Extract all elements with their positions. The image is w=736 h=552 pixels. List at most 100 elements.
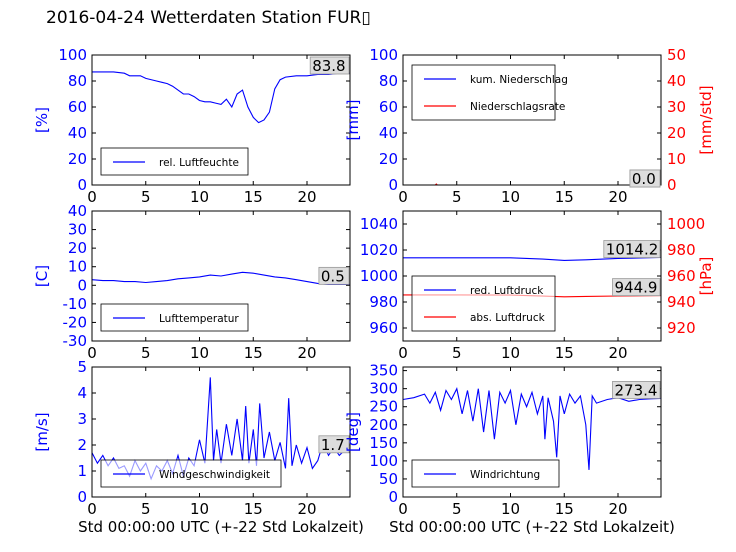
precipitation-ytick-label: 40 <box>379 124 398 142</box>
pressure-ytick-right-label: 1000 <box>667 215 705 233</box>
pressure-xtick-label: 15 <box>555 344 574 362</box>
temperature-ytick-label: -10 <box>63 295 88 313</box>
pressure-value-annotation-2-box <box>612 278 661 297</box>
pressure-ytick-label: 980 <box>369 293 398 311</box>
humidity-value-annotation-box <box>309 56 350 75</box>
precipitation-xtick-label: 0 <box>398 188 408 206</box>
precipitation-ytick-label: 80 <box>379 72 398 90</box>
pressure-value-annotation-1: 1014.2 <box>606 241 659 259</box>
humidity-xtick-label: 10 <box>190 188 209 206</box>
humidity-value-annotation: 83.8 <box>312 57 345 75</box>
precipitation-ytick-label: 0 <box>388 176 398 194</box>
pressure-xtick-label: 10 <box>501 344 520 362</box>
wind_speed-ylabel: [m/s] <box>33 412 51 451</box>
wind_speed-value-annotation-box <box>318 435 350 454</box>
pressure-ytick-right-label: 960 <box>667 267 696 285</box>
precipitation-ytick-right-label: 50 <box>667 46 686 64</box>
pressure-ytick-label: 1040 <box>360 215 398 233</box>
wind_direction-ytick-label: 150 <box>369 434 398 452</box>
precipitation-xtick-label: 10 <box>501 188 520 206</box>
temperature-ytick-label: 30 <box>68 221 87 239</box>
wind_speed-xtick-label: 20 <box>297 500 316 518</box>
wind_direction-xtick-label: 5 <box>452 500 462 518</box>
humidity-xtick-label: 5 <box>141 188 151 206</box>
wind_direction-series-1-line <box>402 387 662 470</box>
humidity-series-1-line <box>92 71 350 124</box>
humidity-ytick-label: 100 <box>58 46 87 64</box>
wind_direction-ytick-label: 0 <box>388 488 398 506</box>
wind_speed-ytick-label: 1 <box>77 462 87 480</box>
precipitation-ytick-right-label: 0 <box>667 176 677 194</box>
precipitation-value-annotation-2-box <box>629 169 661 188</box>
wind_direction-value-annotation-box <box>612 381 661 399</box>
wind_direction-xtick-label: 10 <box>501 500 520 518</box>
humidity-ytick-label: 20 <box>68 150 87 168</box>
temperature-legend-label-1: Lufttemperatur <box>159 313 239 325</box>
temperature-value-annotation: 0.5 <box>321 267 345 285</box>
precipitation-plot-frame <box>402 54 662 186</box>
pressure-value-annotation-1-box <box>603 240 661 258</box>
pressure-value-annotation-2: 944.9 <box>615 279 658 297</box>
wind_direction-ytick-label: 200 <box>369 416 398 434</box>
wind_speed-ytick-label: 0 <box>77 488 87 506</box>
wind_speed-plot-frame <box>91 366 351 498</box>
precipitation-legend-label-1: kum. Niederschlag <box>470 74 568 86</box>
precipitation-legend-label-2: Niederschlagsrate <box>470 101 565 113</box>
pressure-ytick-label: 960 <box>369 319 398 337</box>
wind_direction-xtick-label: 0 <box>398 500 408 518</box>
pressure-legend-label-2: abs. Luftdruck <box>470 312 546 324</box>
pressure-ytick-label: 1000 <box>360 267 398 285</box>
precipitation-xtick-label: 5 <box>452 188 462 206</box>
precipitation-xtick-label: 15 <box>555 188 574 206</box>
wind_speed-xtick-label: 15 <box>244 500 263 518</box>
wind_speed-chart: 0 5 10 15 20 0 1 2 3 4 5 [m/s] Std 00:00:00 UTC (+-2… <box>33 358 364 536</box>
precipitation-xtick-label: 20 <box>608 188 627 206</box>
figure-title: 2016-04-24 Wetterdaten Station FUR▯ <box>46 8 371 28</box>
precipitation-legend-box <box>411 64 556 121</box>
wind_direction-plot-frame <box>402 366 662 498</box>
pressure-xtick-label: 5 <box>452 344 462 362</box>
humidity-ytick-label: 80 <box>68 72 87 90</box>
pressure-xtick-label: 20 <box>608 344 627 362</box>
wind_direction-ytick-label: 100 <box>369 452 398 470</box>
pressure-legend-box <box>411 275 556 332</box>
wind_direction-xtick-label: 20 <box>608 500 627 518</box>
wind_direction-ytick-label: 350 <box>369 362 398 380</box>
humidity-ylabel: [%] <box>33 107 51 133</box>
wind_speed-xtick-label: 0 <box>87 500 97 518</box>
temperature-ytick-label: -20 <box>63 313 88 331</box>
pressure-ytick-right-label: 920 <box>667 319 696 337</box>
pressure-ytick-right-label: 980 <box>667 241 696 259</box>
precipitation-ytick-right-label: 30 <box>667 98 686 116</box>
temperature-xtick-label: 0 <box>87 344 97 362</box>
humidity-legend-label-1: rel. Luftfeuchte <box>159 157 239 169</box>
wind_direction-value-annotation: 273.4 <box>615 381 658 399</box>
humidity-ytick-label: 40 <box>68 124 87 142</box>
wind_direction-ytick-label: 250 <box>369 398 398 416</box>
precipitation-ytick-right-label: 10 <box>667 150 686 168</box>
wind_speed-legend-box <box>100 459 282 488</box>
humidity-chart: 0 5 10 15 20 0 20 40 60 80 100 [%] 83.8 rel. Luftfeuc… <box>33 46 351 206</box>
temperature-ytick-label: -30 <box>63 332 88 350</box>
precipitation-ytick-label: 60 <box>379 98 398 116</box>
wind_direction-xtick-label: 15 <box>555 500 574 518</box>
precipitation-ytick-right-label: 40 <box>667 72 686 90</box>
wind_speed-xlabel: Std 00:00:00 UTC (+-22 Std Lokalzeit) <box>78 518 364 536</box>
pressure-series-1-line <box>403 256 662 261</box>
temperature-ytick-label: 40 <box>68 202 87 220</box>
wind_direction-ytick-label: 300 <box>369 380 398 398</box>
humidity-ytick-label: 0 <box>77 176 87 194</box>
wind_speed-ytick-label: 5 <box>77 358 87 376</box>
temperature-ylabel: [C] <box>33 265 51 287</box>
precipitation-ylabel-right: [mm/std] <box>697 85 715 154</box>
pressure-ylabel-right: [hPa] <box>697 257 715 296</box>
precipitation-value-annotation-2: 0.0 <box>632 170 656 188</box>
wind_speed-xtick-label: 10 <box>190 500 209 518</box>
temperature-xtick-label: 5 <box>141 344 151 362</box>
wind_direction-ytick-label: 50 <box>379 470 398 488</box>
temperature-ytick-label: 20 <box>68 239 87 257</box>
temperature-value-annotation-box <box>318 266 350 285</box>
wind_speed-legend-label-1: Windgeschwindigkeit <box>159 469 270 481</box>
temperature-xtick-label: 20 <box>297 344 316 362</box>
